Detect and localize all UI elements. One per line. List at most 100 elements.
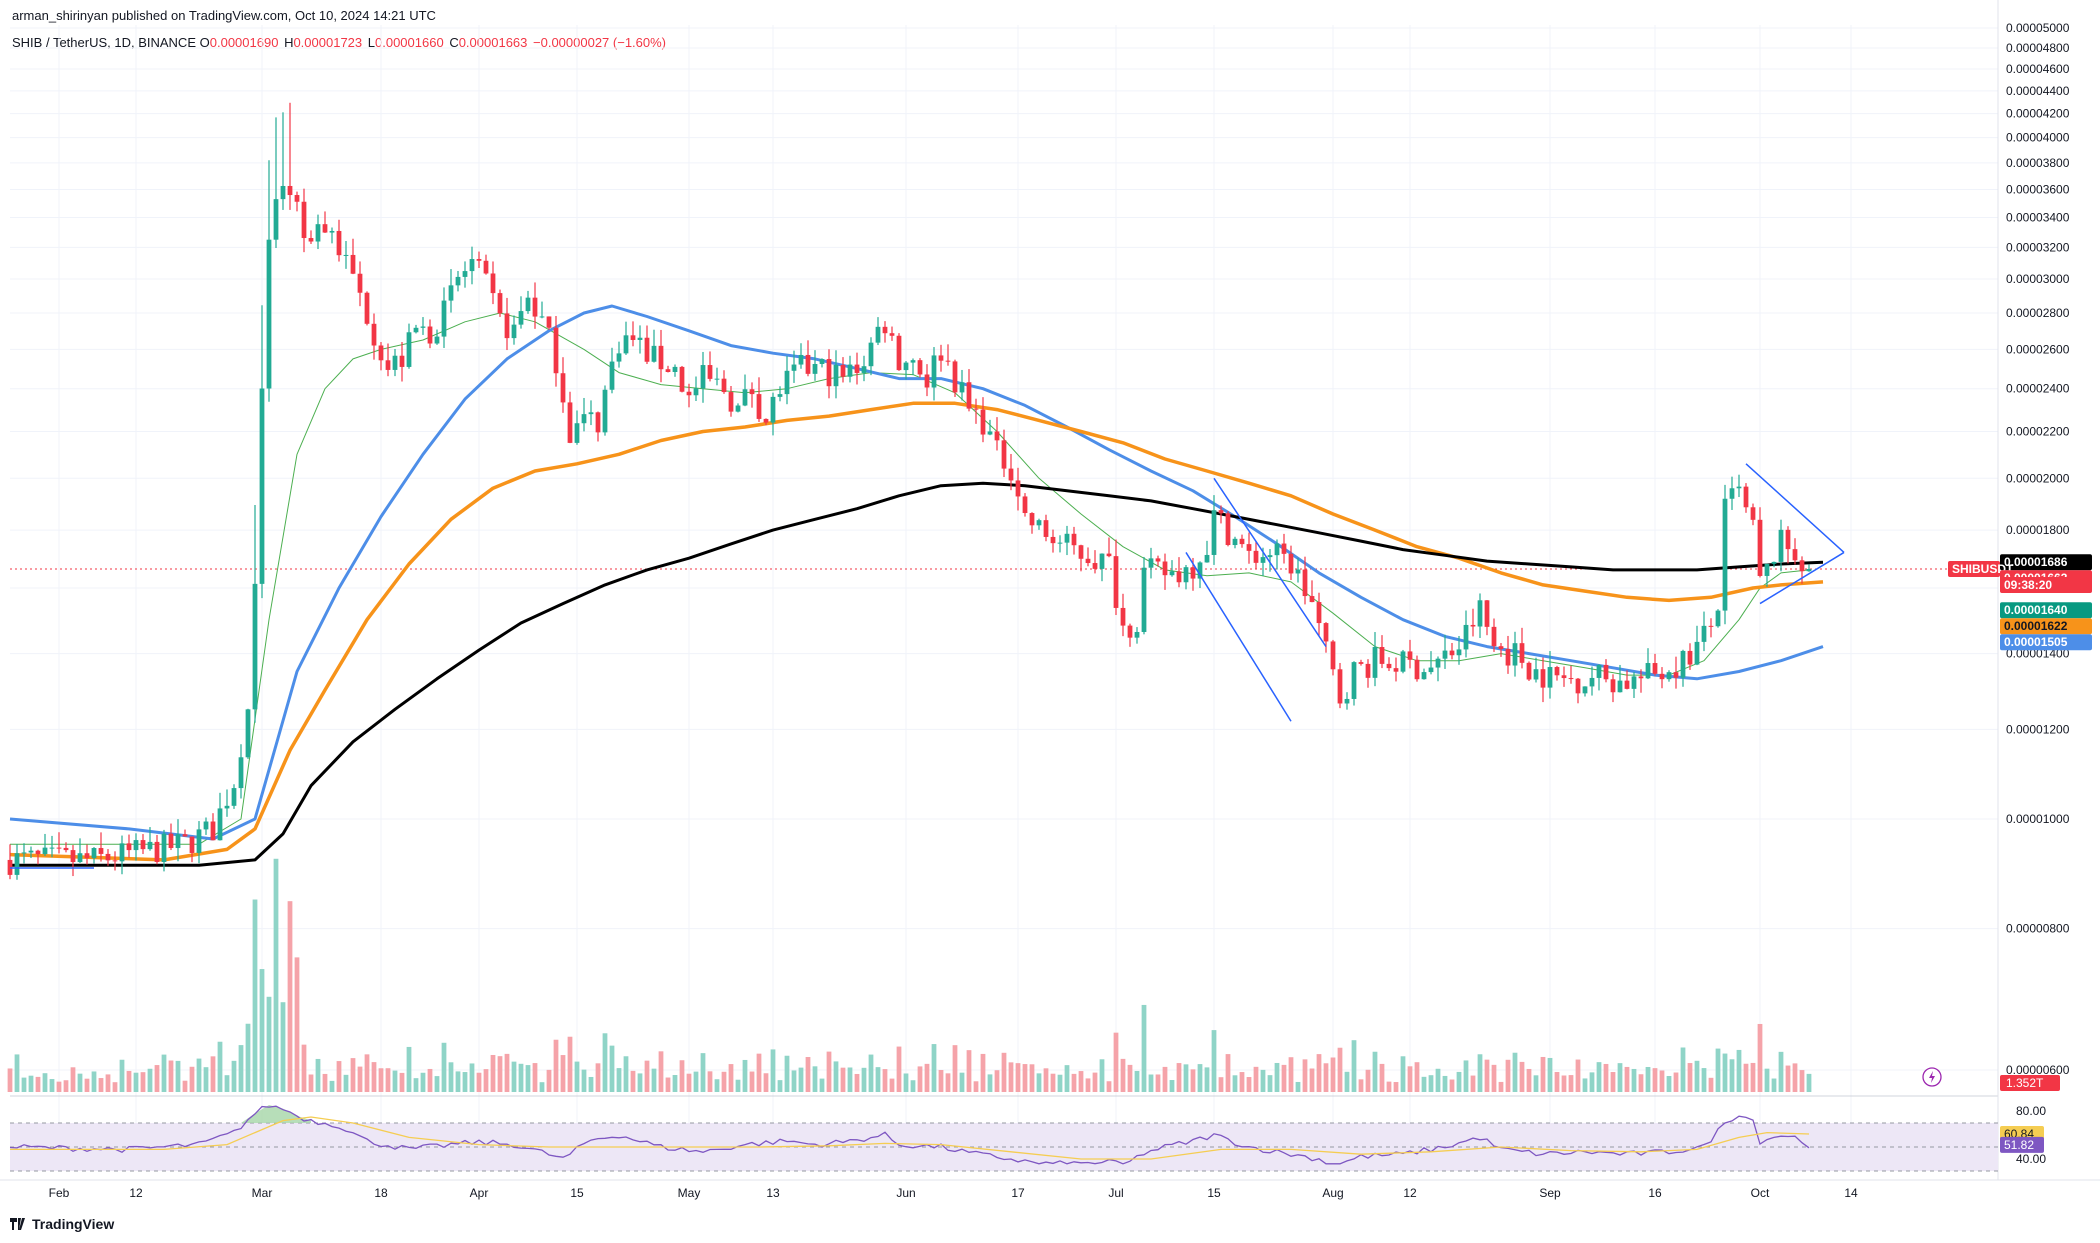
candle-body	[1078, 545, 1084, 559]
volume-bar	[343, 1074, 349, 1092]
volume-bar	[595, 1063, 601, 1092]
volume-bar	[294, 957, 300, 1092]
candle-body	[434, 336, 440, 344]
candle-body	[1120, 607, 1126, 626]
volume-bar	[1351, 1040, 1357, 1092]
candle-body	[679, 366, 685, 392]
candle-body	[119, 843, 125, 862]
candle-body	[259, 388, 265, 584]
symbol-title[interactable]: SHIB / TetherUS, 1D, BINANCE	[12, 35, 196, 50]
volume-bar	[1449, 1079, 1455, 1092]
volume-bar	[336, 1061, 342, 1092]
candle-body	[231, 788, 237, 806]
volume-bar	[434, 1076, 440, 1092]
candle-body	[616, 353, 622, 362]
volume-bar	[1183, 1064, 1189, 1092]
volume-bar	[1127, 1064, 1133, 1092]
open-value: 0.00001690	[209, 35, 279, 50]
candle-body	[1484, 600, 1490, 627]
candle-body	[1330, 641, 1336, 670]
tradingview-brand[interactable]: TradingView	[10, 1216, 114, 1232]
price-label-badge	[2000, 602, 2092, 619]
candle-body	[1365, 663, 1371, 678]
volume-bar	[693, 1071, 699, 1092]
price-axis[interactable]: 0.00005000 0.00004800 0.00004600 0.00004400…	[2006, 21, 2070, 1166]
candle-body	[1645, 663, 1651, 679]
candle-body	[469, 259, 475, 272]
volume-bar	[1589, 1072, 1595, 1092]
candle-body	[1414, 659, 1420, 680]
volume-bar	[1673, 1072, 1679, 1092]
volume-bar	[441, 1042, 447, 1092]
high-label: H	[284, 35, 294, 50]
volume-bar	[1134, 1070, 1140, 1092]
volume-bar	[1071, 1073, 1077, 1092]
candle-body	[1204, 554, 1210, 563]
candle-body	[637, 337, 643, 340]
price-label-text: 0.00001622	[2004, 619, 2068, 633]
volume-bar	[1561, 1075, 1567, 1092]
candle-body	[21, 852, 27, 854]
candle-body	[63, 847, 69, 851]
lightning-icon[interactable]	[1922, 1067, 1942, 1087]
price-tick-label: 0.00002400	[2006, 382, 2070, 396]
candle-body	[1631, 676, 1637, 689]
volume-bar	[959, 1072, 965, 1092]
candle-body	[819, 359, 825, 364]
candle-body	[1085, 558, 1091, 564]
candle-body	[763, 418, 769, 423]
volume-bar	[882, 1069, 888, 1092]
volume-bar	[861, 1067, 867, 1092]
candle-body	[1624, 680, 1630, 689]
candle-body	[1421, 672, 1427, 680]
candle-body	[896, 335, 902, 371]
volume-bar	[1526, 1068, 1532, 1092]
candle-body	[1148, 558, 1154, 568]
time-axis[interactable]: Feb 12 Mar 18 Apr 15 May 13 Jun 17 Jul 15 Aug 12 Sep 16…	[49, 1186, 1858, 1200]
volume-bar	[644, 1060, 650, 1092]
candle-body	[1512, 643, 1518, 666]
price-tick-label: 0.00002800	[2006, 306, 2070, 320]
price-tick-label: 0.00003800	[2006, 156, 2070, 170]
volume-bar	[1323, 1063, 1329, 1092]
candle-body	[1092, 563, 1098, 569]
candle-body	[889, 333, 895, 336]
candle-body	[1736, 486, 1742, 489]
candle-body	[1477, 600, 1483, 627]
volume-bar	[658, 1051, 664, 1092]
candle-body	[1106, 553, 1112, 557]
volume-bar	[651, 1068, 657, 1092]
candle-body	[112, 860, 118, 862]
volume-bar	[42, 1073, 48, 1092]
price-label-text: SHIBUSDT	[1952, 562, 2014, 576]
volume-bar	[1666, 1076, 1672, 1092]
candle-body	[1785, 529, 1791, 550]
candle-body	[1603, 664, 1609, 680]
candle-body	[1064, 533, 1070, 543]
candle-body	[252, 583, 258, 710]
time-tick-label: Mar	[252, 1186, 273, 1200]
volume-bar	[1092, 1072, 1098, 1092]
trend-line	[1745, 463, 1845, 553]
publisher-credit: arman_shirinyan published on TradingView…	[12, 8, 436, 23]
volume-bar	[819, 1078, 825, 1092]
candle-body	[175, 834, 181, 849]
volume-bar	[133, 1072, 139, 1092]
price-tick-label: 0.00001000	[2006, 812, 2070, 826]
rsi-value-badge	[2000, 1136, 2044, 1153]
candle-body	[1694, 641, 1700, 665]
candle-body	[1344, 698, 1350, 704]
price-label-badge	[2000, 554, 2092, 571]
volume-bar	[1253, 1066, 1259, 1092]
price-tick-label: 0.00004000	[2006, 131, 2070, 145]
candle-body	[1533, 669, 1539, 680]
candle-body	[154, 841, 160, 862]
volume-bar	[217, 1041, 223, 1092]
candle-body	[581, 414, 587, 424]
volume-bar	[455, 1071, 461, 1092]
candle-body	[1393, 668, 1399, 672]
candle-body	[1379, 647, 1385, 664]
volume-bar	[945, 1073, 951, 1092]
candle-body	[1617, 680, 1623, 693]
